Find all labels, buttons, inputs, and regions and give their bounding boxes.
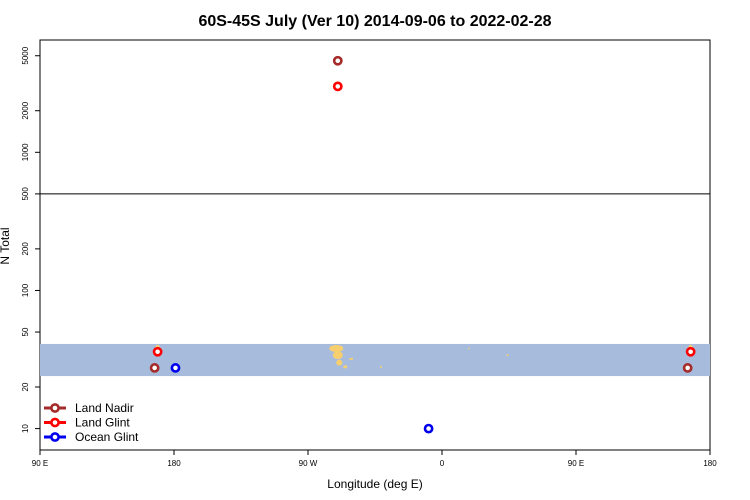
y-axis-label: N Total (0, 227, 12, 264)
y-tick-label: 200 (21, 242, 30, 256)
legend-label-ocean-glint: Ocean Glint (75, 430, 139, 444)
land-patagonia-south (336, 359, 343, 366)
point-ocean-glint (423, 423, 434, 434)
land-tierra-del-fuego (343, 365, 348, 369)
x-tick-label: 90 E (568, 459, 584, 468)
point-ocean-glint (170, 363, 181, 373)
x-axis: 90 E 180 90 W 0 90 E 180 (32, 450, 717, 468)
x-tick-label: 0 (440, 459, 445, 468)
plot-frame (39, 39, 711, 451)
chart-title: 60S-45S July (Ver 10) 2014-09-06 to 2022… (198, 13, 551, 30)
x-tick-label: 90 W (299, 459, 318, 468)
y-tick-label: 10 (21, 424, 30, 433)
latitude-band (40, 343, 710, 377)
land-islet-a (506, 354, 509, 357)
land-patagonia-north (329, 345, 344, 353)
point-land-nadir (332, 55, 343, 66)
land-patagonia-middle (332, 351, 343, 360)
y-tick-label: 1000 (21, 143, 30, 161)
latitude-band-rect (40, 343, 710, 377)
data-points (149, 55, 696, 434)
land-islet-b (468, 347, 470, 350)
legend-marker-land-glint (50, 417, 60, 428)
x-tick-label: 90 E (32, 459, 48, 468)
y-tick-label: 2000 (21, 101, 30, 119)
y-tick-label: 5000 (21, 46, 30, 64)
point-land-glint (152, 346, 163, 357)
legend-label-land-glint: Land Glint (75, 416, 130, 430)
point-land-nadir (149, 363, 160, 373)
point-land-glint (332, 81, 343, 92)
x-tick-label: 180 (703, 459, 717, 468)
y-tick-label: 500 (21, 187, 30, 201)
legend-marker-land-nadir (50, 403, 60, 413)
point-land-nadir (682, 363, 693, 373)
y-tick-label: 20 (21, 382, 30, 391)
x-tick-label: 180 (167, 459, 181, 468)
y-axis: 10 20 50 100 200 500 1000 2000 5000 (21, 46, 40, 433)
plot-area (39, 39, 711, 451)
x-axis-label: Longitude (deg E) (327, 477, 422, 491)
point-land-glint (685, 346, 696, 357)
legend-marker-ocean-glint (50, 432, 60, 442)
land-falklands (349, 357, 354, 360)
y-tick-label: 50 (21, 327, 30, 336)
y-tick-label: 100 (21, 283, 30, 297)
land-south-georgia (379, 365, 382, 368)
legend-label-land-nadir: Land Nadir (75, 401, 134, 415)
